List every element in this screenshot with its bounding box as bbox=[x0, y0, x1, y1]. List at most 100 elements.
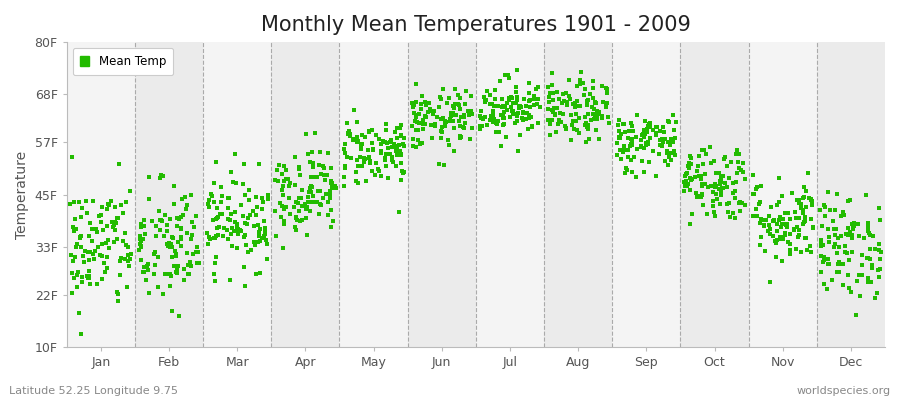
Point bbox=[562, 96, 577, 102]
Point bbox=[214, 193, 229, 200]
Point bbox=[487, 103, 501, 110]
Point bbox=[94, 252, 108, 258]
Point bbox=[208, 235, 222, 241]
Point bbox=[626, 154, 641, 160]
Point bbox=[447, 148, 462, 154]
Point bbox=[495, 122, 509, 128]
Point bbox=[567, 118, 581, 124]
Point bbox=[721, 209, 735, 216]
Point bbox=[386, 159, 400, 165]
Point bbox=[572, 80, 587, 87]
Point bbox=[851, 272, 866, 278]
Point bbox=[578, 114, 592, 121]
Point bbox=[708, 170, 723, 176]
Point bbox=[323, 191, 338, 198]
Point bbox=[324, 207, 338, 214]
Point bbox=[664, 150, 679, 157]
Point bbox=[822, 234, 836, 240]
Point bbox=[210, 215, 224, 221]
Point bbox=[449, 112, 464, 118]
Point bbox=[821, 189, 835, 195]
Point bbox=[588, 112, 602, 119]
Point bbox=[859, 192, 873, 198]
Point bbox=[230, 245, 244, 251]
Point bbox=[441, 137, 455, 144]
Point bbox=[364, 168, 379, 174]
Point bbox=[588, 100, 602, 106]
Point bbox=[616, 121, 631, 127]
Point bbox=[726, 180, 741, 186]
Point bbox=[488, 95, 502, 102]
Point bbox=[415, 140, 429, 146]
Point bbox=[147, 271, 161, 277]
Point bbox=[782, 247, 796, 254]
Point bbox=[854, 272, 868, 278]
Point bbox=[761, 212, 776, 219]
Point bbox=[589, 127, 603, 133]
Point bbox=[708, 183, 723, 190]
Point bbox=[390, 125, 404, 131]
Point bbox=[308, 130, 322, 136]
Point bbox=[558, 126, 572, 132]
Point bbox=[798, 234, 813, 241]
Point bbox=[838, 248, 852, 255]
Point bbox=[662, 138, 676, 145]
Point bbox=[167, 182, 182, 189]
Point bbox=[251, 160, 266, 167]
Point bbox=[221, 195, 236, 201]
Point bbox=[730, 147, 744, 153]
Point bbox=[760, 228, 775, 234]
Point bbox=[85, 226, 99, 232]
Point bbox=[424, 122, 438, 129]
Point bbox=[223, 211, 238, 217]
Point bbox=[236, 212, 250, 219]
Point bbox=[283, 180, 297, 186]
Point bbox=[361, 128, 375, 135]
Point bbox=[81, 249, 95, 256]
Point bbox=[292, 208, 306, 215]
Point bbox=[358, 134, 373, 140]
Point bbox=[170, 266, 184, 272]
Point bbox=[610, 140, 625, 146]
Point bbox=[749, 206, 763, 212]
Point bbox=[268, 208, 283, 214]
Point bbox=[584, 117, 598, 124]
Point bbox=[251, 222, 266, 228]
Point bbox=[863, 232, 878, 238]
Point bbox=[789, 214, 804, 221]
Point bbox=[378, 151, 392, 157]
Point bbox=[842, 257, 856, 263]
Point bbox=[405, 100, 419, 106]
Point bbox=[824, 206, 838, 213]
Bar bbox=[749, 42, 817, 347]
Point bbox=[79, 272, 94, 279]
Point bbox=[444, 110, 458, 117]
Point bbox=[182, 270, 196, 277]
Point bbox=[779, 220, 794, 227]
Point bbox=[342, 128, 356, 134]
Point bbox=[775, 193, 789, 199]
Point bbox=[350, 119, 365, 125]
Point bbox=[276, 177, 291, 184]
Point bbox=[70, 272, 85, 278]
Point bbox=[772, 174, 787, 181]
Point bbox=[564, 122, 579, 128]
Point bbox=[792, 232, 806, 238]
Point bbox=[208, 254, 222, 260]
Point bbox=[746, 172, 760, 178]
Point bbox=[73, 235, 87, 242]
Point bbox=[706, 202, 721, 209]
Point bbox=[508, 119, 522, 126]
Point bbox=[649, 132, 663, 138]
Point bbox=[95, 204, 110, 210]
Point bbox=[527, 92, 542, 99]
Point bbox=[843, 289, 858, 295]
Point bbox=[141, 174, 156, 180]
Point bbox=[305, 149, 320, 155]
Point bbox=[571, 83, 585, 89]
Point bbox=[707, 180, 722, 187]
Point bbox=[733, 198, 747, 205]
Point bbox=[634, 143, 648, 150]
Point bbox=[726, 209, 741, 216]
Point bbox=[357, 155, 372, 161]
